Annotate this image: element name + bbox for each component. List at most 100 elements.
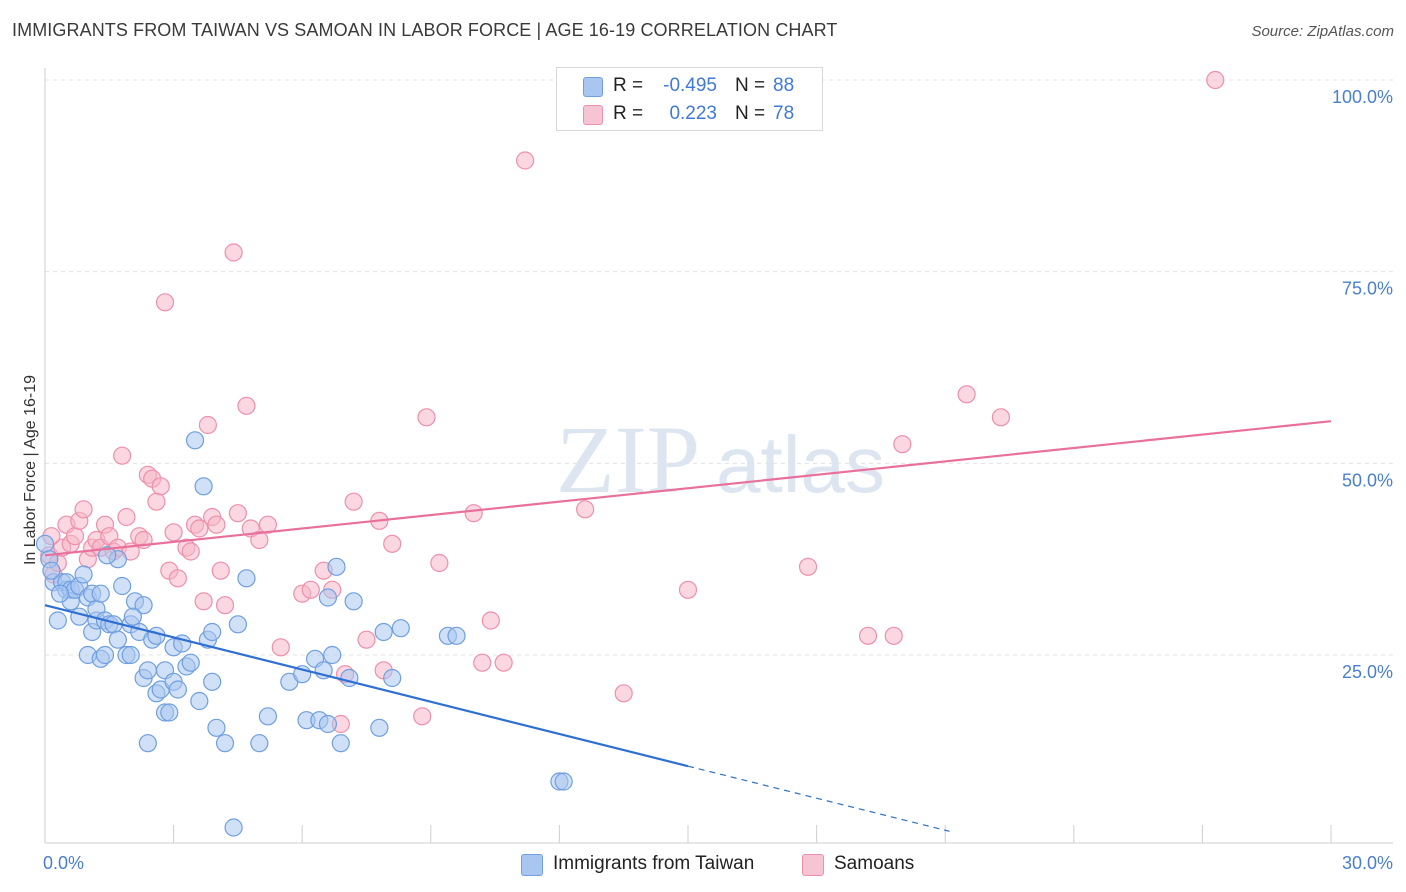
taiwan-trend-line xyxy=(44,604,689,768)
taiwan-point xyxy=(203,672,222,691)
correlation-legend: R = -0.495 N = 88 R = 0.223 N = 78 xyxy=(556,67,823,131)
taiwan-point xyxy=(113,576,132,596)
samoans-point xyxy=(190,519,209,538)
taiwan-point xyxy=(147,626,166,645)
samoans-point xyxy=(957,385,976,404)
samoans-point xyxy=(181,542,200,561)
samoans-point xyxy=(494,653,513,672)
r-value: 0.223 xyxy=(669,103,717,124)
samoans-legend-swatch xyxy=(802,854,824,876)
taiwan-legend-swatch xyxy=(521,854,543,876)
taiwan-trend-extension xyxy=(687,765,950,832)
samoans-point xyxy=(65,527,85,546)
samoans-point xyxy=(464,504,483,523)
taiwan-point xyxy=(447,626,466,645)
samoans-legend-label: Samoans xyxy=(834,853,915,874)
taiwan-point xyxy=(391,619,410,638)
taiwan-point xyxy=(134,596,153,615)
samoans-point xyxy=(194,592,213,611)
taiwan-point xyxy=(258,707,278,726)
samoans-point xyxy=(301,580,320,599)
taiwan-point xyxy=(228,615,247,634)
taiwan-point xyxy=(224,818,243,837)
taiwan-point xyxy=(323,645,342,665)
taiwan-point xyxy=(108,630,127,649)
samoans-point xyxy=(417,408,436,427)
samoans-point xyxy=(357,630,376,649)
samoans-point xyxy=(215,596,235,615)
taiwan-point xyxy=(35,534,55,553)
samoans-point xyxy=(74,500,93,519)
samoans-point xyxy=(250,530,269,550)
taiwan-point xyxy=(138,661,157,680)
taiwan-point xyxy=(42,561,61,580)
taiwan-point xyxy=(207,718,226,737)
n-label: N = xyxy=(735,75,766,96)
samoans-point xyxy=(155,293,175,312)
taiwan-point xyxy=(70,607,89,626)
taiwan-point xyxy=(168,680,187,699)
samoans-trend-line xyxy=(44,420,1332,557)
samoans-point xyxy=(884,626,903,645)
taiwan-point xyxy=(50,584,70,603)
y-tick-label: 50.0% xyxy=(1342,470,1393,490)
taiwan-swatch xyxy=(583,77,603,97)
taiwan-point xyxy=(95,645,115,665)
trend-lines xyxy=(44,420,1332,832)
samoans-point xyxy=(614,684,633,703)
n-value: 88 xyxy=(773,75,795,96)
legend-row-taiwan: R = -0.495 N = 88 xyxy=(557,73,822,99)
samoans-point xyxy=(430,553,449,573)
n-label: N = xyxy=(735,103,766,124)
samoans-point xyxy=(168,569,187,588)
taiwan-point xyxy=(138,734,157,753)
samoans-point xyxy=(1206,70,1225,90)
samoans-point xyxy=(164,523,183,542)
taiwan-point xyxy=(327,557,346,576)
samoans-point xyxy=(207,515,226,534)
taiwan-point xyxy=(185,431,205,450)
taiwan-point xyxy=(237,569,256,588)
samoans-point xyxy=(147,492,166,511)
samoans-point xyxy=(798,557,818,576)
samoans-point xyxy=(383,534,402,553)
y-tick-label: 75.0% xyxy=(1342,279,1393,299)
r-label: R = xyxy=(613,75,644,96)
taiwan-point xyxy=(160,703,179,722)
axes xyxy=(44,68,1393,844)
taiwan-point xyxy=(91,584,110,603)
samoans-point xyxy=(117,507,136,527)
taiwan-point xyxy=(383,668,402,688)
taiwan-point xyxy=(181,653,200,672)
samoans-point xyxy=(858,626,878,645)
taiwan-point xyxy=(318,714,338,734)
taiwan-point xyxy=(74,565,93,584)
watermark-atlas: atlas xyxy=(716,420,885,509)
y-tick-label: 25.0% xyxy=(1342,662,1393,682)
samoans-point xyxy=(473,653,492,672)
taiwan-point xyxy=(374,622,393,642)
samoans-point xyxy=(211,561,230,580)
taiwan-point xyxy=(194,477,213,496)
samoans-point xyxy=(113,446,132,465)
n-value: 78 xyxy=(773,103,795,124)
samoans-point xyxy=(576,500,595,519)
samoans-swatch xyxy=(583,105,603,125)
watermark-zip: ZIP xyxy=(556,406,700,513)
samoans-point xyxy=(344,492,363,511)
samoans-point xyxy=(237,396,256,415)
taiwan-point xyxy=(121,645,140,665)
taiwan-point xyxy=(331,734,350,753)
legend-row-samoans: R = 0.223 N = 78 xyxy=(557,101,822,127)
taiwan-point xyxy=(554,772,573,791)
samoans-point xyxy=(198,415,217,435)
samoans-point xyxy=(516,151,535,170)
taiwan-point xyxy=(48,611,67,630)
taiwan-point xyxy=(215,734,235,753)
samoans-point xyxy=(991,408,1011,427)
samoans-point xyxy=(271,638,290,657)
samoans-point xyxy=(413,707,432,726)
samoans-point xyxy=(678,580,698,599)
taiwan-point xyxy=(344,592,363,611)
